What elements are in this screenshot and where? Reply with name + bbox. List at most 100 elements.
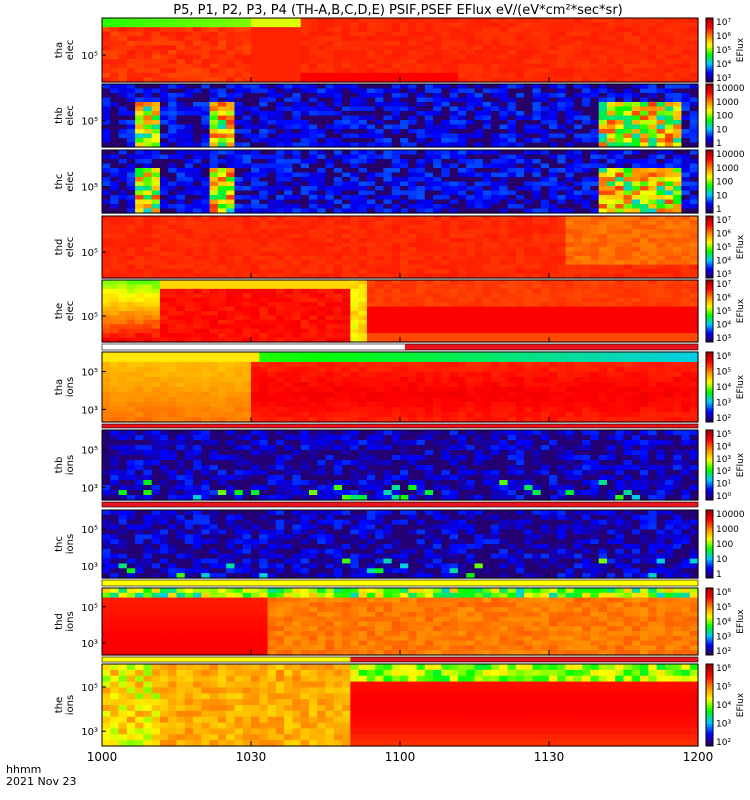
heatmap-cell	[598, 315, 608, 321]
heatmap-cell	[201, 280, 211, 286]
heatmap-cell	[582, 181, 591, 187]
heatmap-cell	[143, 177, 153, 183]
heatmap-cell	[325, 199, 335, 205]
heatmap-cell	[441, 129, 451, 135]
heatmap-cell	[226, 273, 236, 279]
heatmap-cell	[648, 195, 658, 201]
heatmap-cell	[300, 269, 310, 275]
heatmap-cell	[433, 40, 442, 47]
heatmap-cell	[524, 302, 534, 308]
heatmap-cell	[582, 251, 591, 257]
heatmap-cell	[615, 40, 625, 47]
heatmap-cell	[507, 36, 517, 42]
heatmap-cell	[457, 59, 467, 65]
heatmap-cell	[168, 129, 178, 135]
heatmap-cell	[333, 216, 343, 222]
heatmap-cell	[242, 159, 252, 165]
colorbar-step	[706, 121, 713, 125]
heatmap-cell	[118, 195, 128, 201]
heatmap-cell	[673, 242, 683, 248]
heatmap-cell	[474, 229, 484, 235]
heatmap-cell	[499, 18, 509, 24]
heatmap-cell	[466, 27, 476, 33]
heatmap-cell	[350, 68, 360, 74]
heatmap-cell	[466, 168, 476, 174]
heatmap-cell	[664, 229, 674, 235]
colorbar-step	[706, 240, 713, 244]
heatmap-cell	[226, 255, 236, 261]
heatmap-cell	[408, 315, 418, 321]
colorbar-step	[706, 226, 713, 229]
heatmap-cell	[689, 50, 699, 56]
heatmap-cell	[491, 159, 500, 165]
heatmap-cell	[234, 224, 244, 230]
heatmap-cell	[424, 297, 434, 303]
heatmap-cell	[209, 255, 219, 261]
heatmap-cell	[391, 233, 401, 239]
heatmap-cell	[350, 190, 360, 196]
heatmap-cell	[400, 319, 409, 325]
heatmap-cell	[565, 22, 575, 28]
heatmap-cell	[598, 280, 608, 286]
heatmap-cell	[681, 27, 691, 33]
heatmap-cell	[383, 18, 393, 24]
heatmap-cell	[292, 190, 302, 196]
heatmap-cell	[300, 306, 310, 312]
heatmap-cell	[342, 255, 351, 261]
heatmap-cell	[623, 133, 633, 139]
heatmap-cell	[242, 133, 252, 139]
heatmap-cell	[499, 138, 509, 144]
heatmap-cell	[209, 224, 219, 230]
heatmap-cell	[540, 159, 550, 165]
heatmap-cell	[573, 195, 583, 201]
heatmap-cell	[292, 238, 302, 244]
heatmap-cell	[118, 216, 128, 222]
heatmap-cell	[449, 177, 459, 183]
heatmap-cell	[424, 97, 434, 103]
colorbar-tick-label: 10000	[716, 84, 745, 94]
heatmap-cell	[615, 168, 625, 174]
heatmap-cell	[515, 18, 525, 24]
heatmap-cell	[507, 142, 517, 148]
heatmap-cell	[424, 138, 434, 144]
heatmap-cell	[217, 168, 227, 174]
heatmap-cell	[366, 273, 376, 279]
heatmap-cell	[549, 251, 558, 257]
heatmap-cell	[143, 293, 153, 299]
heatmap-cell	[217, 138, 227, 144]
heatmap-cell	[176, 216, 186, 222]
heatmap-cell	[598, 120, 608, 126]
heatmap-cell	[631, 284, 641, 290]
colorbar-step	[706, 144, 713, 148]
heatmap-cell	[499, 102, 509, 108]
heatmap-cell	[226, 288, 236, 294]
heatmap-cell	[673, 319, 683, 325]
heatmap-cell	[640, 88, 649, 94]
heatmap-cell	[507, 255, 517, 261]
heatmap-cell	[333, 22, 343, 28]
heatmap-cell	[151, 120, 161, 126]
heatmap-cell	[441, 324, 451, 330]
heatmap-cell	[325, 163, 335, 169]
heatmap-cell	[292, 177, 302, 183]
heatmap-cell	[540, 102, 550, 108]
heatmap-cell	[549, 31, 558, 37]
heatmap-cell	[433, 50, 442, 56]
heatmap-cell	[259, 293, 269, 299]
heatmap-cell	[491, 288, 500, 294]
heatmap-cell	[631, 154, 641, 160]
heatmap-cell	[259, 97, 269, 103]
heatmap-cell	[524, 163, 534, 169]
heatmap-cell	[549, 280, 558, 286]
heatmap-cell	[640, 220, 649, 226]
heatmap-cell	[408, 199, 418, 205]
heatmap-cell	[168, 63, 178, 69]
colorbar-step	[706, 98, 713, 102]
heatmap-cell	[631, 315, 641, 321]
heatmap-cell	[623, 204, 633, 210]
heatmap-cell	[466, 172, 476, 178]
heatmap-cell	[102, 163, 111, 169]
heatmap-cell	[201, 315, 211, 321]
heatmap-cell	[433, 150, 442, 156]
